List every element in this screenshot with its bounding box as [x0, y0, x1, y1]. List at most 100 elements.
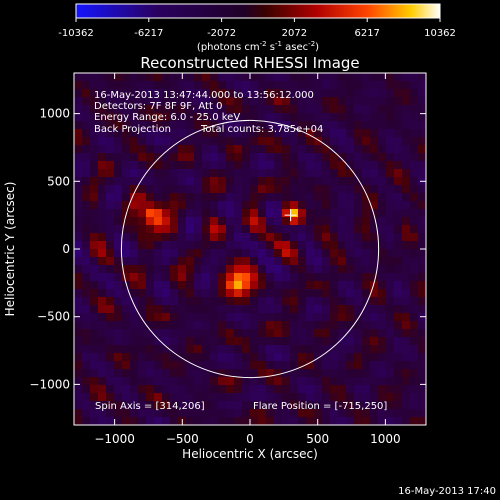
- heatmap-cell: [386, 345, 395, 354]
- heatmap-cell: [386, 241, 395, 250]
- heatmap-cell: [138, 153, 147, 162]
- heatmap-cell: [354, 265, 363, 274]
- heatmap-cell: [410, 393, 419, 402]
- heatmap-cell: [106, 361, 115, 370]
- heatmap-cell: [330, 129, 339, 138]
- heatmap-cell: [266, 337, 275, 346]
- heatmap-cell: [290, 113, 299, 122]
- heatmap-cell: [410, 81, 419, 90]
- heatmap-cell: [242, 193, 251, 202]
- heatmap-cell: [170, 385, 179, 394]
- heatmap-cell: [338, 345, 347, 354]
- heatmap-cell: [402, 217, 411, 226]
- heatmap-cell: [362, 393, 371, 402]
- heatmap-cell: [378, 401, 387, 410]
- heatmap-cell: [362, 161, 371, 170]
- heatmap-cell: [306, 257, 315, 266]
- heatmap-cell: [210, 209, 219, 218]
- heatmap-cell: [298, 417, 307, 425]
- heatmap-cell: [218, 257, 227, 266]
- heatmap-cell: [410, 289, 419, 298]
- heatmap-cell: [210, 409, 219, 418]
- heatmap-cell: [274, 329, 283, 338]
- heatmap-cell: [194, 297, 203, 306]
- heatmap-cell: [218, 97, 227, 106]
- heatmap-cell: [394, 409, 403, 418]
- heatmap-cell: [106, 169, 115, 178]
- heatmap-cell: [370, 177, 379, 186]
- heatmap-cell: [226, 145, 235, 154]
- heatmap-cell: [138, 81, 147, 90]
- heatmap-cell: [162, 353, 171, 362]
- heatmap-cell: [122, 393, 131, 402]
- heatmap-cell: [90, 305, 99, 314]
- heatmap-cell: [234, 353, 243, 362]
- heatmap-cell: [274, 121, 283, 130]
- heatmap-cell: [154, 249, 163, 258]
- heatmap-cell: [122, 193, 131, 202]
- heatmap-cell: [226, 169, 235, 178]
- annotation-energy: Energy Range: 6.0 - 25.0 keV: [94, 112, 240, 123]
- heatmap-cell: [90, 289, 99, 298]
- heatmap-cell: [394, 185, 403, 194]
- heatmap-cell: [354, 201, 363, 210]
- heatmap-cell: [210, 289, 219, 298]
- heatmap-cell: [330, 353, 339, 362]
- heatmap-cell: [282, 185, 291, 194]
- heatmap-cell: [98, 73, 107, 82]
- heatmap-cell: [410, 241, 419, 250]
- heatmap-cell: [114, 241, 123, 250]
- heatmap-cell: [210, 81, 219, 90]
- heatmap-cell: [226, 153, 235, 162]
- heatmap-cell: [274, 417, 283, 425]
- heatmap-cell: [274, 369, 283, 378]
- heatmap-cell: [370, 113, 379, 122]
- heatmap-cell: [378, 369, 387, 378]
- heatmap-cell: [338, 225, 347, 234]
- heatmap-cell: [250, 129, 259, 138]
- heatmap-cell: [298, 337, 307, 346]
- heatmap-cell: [194, 209, 203, 218]
- heatmap-cell: [402, 385, 411, 394]
- heatmap-cell: [226, 313, 235, 322]
- heatmap-cell: [362, 313, 371, 322]
- heatmap-cell: [242, 417, 251, 425]
- heatmap-cell: [194, 289, 203, 298]
- heatmap-cell: [130, 337, 139, 346]
- heatmap-cell: [122, 161, 131, 170]
- heatmap-cell: [146, 281, 155, 290]
- heatmap-cell: [258, 225, 267, 234]
- heatmap-cell: [146, 353, 155, 362]
- heatmap-cell: [90, 417, 99, 425]
- heatmap-cell: [394, 369, 403, 378]
- heatmap-cell: [170, 73, 179, 82]
- heatmap-cell: [234, 145, 243, 154]
- heatmap-cell: [146, 137, 155, 146]
- heatmap-cell: [370, 369, 379, 378]
- heatmap-cell: [194, 377, 203, 386]
- heatmap-cell: [170, 257, 179, 266]
- heatmap-cell: [242, 89, 251, 98]
- heatmap-cell: [146, 337, 155, 346]
- heatmap-cell: [242, 257, 251, 266]
- heatmap-cell: [170, 329, 179, 338]
- heatmap-cell: [370, 169, 379, 178]
- heatmap-cell: [378, 273, 387, 282]
- heatmap-cell: [82, 281, 91, 290]
- heatmap-cell: [154, 385, 163, 394]
- heatmap-cell: [130, 193, 139, 202]
- heatmap-cell: [178, 137, 187, 146]
- heatmap-cell: [226, 161, 235, 170]
- heatmap-cell: [298, 281, 307, 290]
- heatmap-cell: [186, 137, 195, 146]
- heatmap-cell: [330, 105, 339, 114]
- heatmap-cell: [274, 137, 283, 146]
- heatmap-cell: [98, 385, 107, 394]
- heatmap-cell: [250, 145, 259, 154]
- heatmap-cell: [402, 265, 411, 274]
- heatmap-cell: [322, 329, 331, 338]
- heatmap-cell: [186, 89, 195, 98]
- heatmap-cell: [402, 161, 411, 170]
- heatmap-cell: [146, 73, 155, 82]
- heatmap-cell: [298, 193, 307, 202]
